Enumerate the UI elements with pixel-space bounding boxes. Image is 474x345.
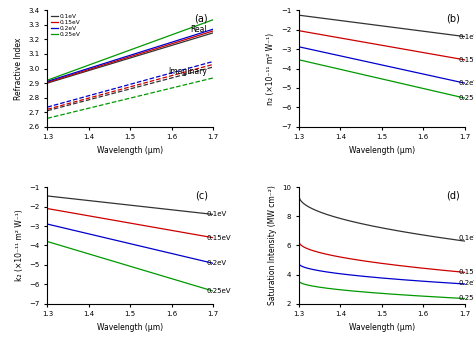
Line: 0.15eV: 0.15eV xyxy=(47,31,213,82)
0.2eV xyxy=(210,27,216,31)
0.25eV xyxy=(55,75,60,79)
Text: Real: Real xyxy=(190,25,207,34)
0.15eV xyxy=(202,31,208,36)
Text: 0.2eV: 0.2eV xyxy=(458,280,474,286)
0.15eV xyxy=(210,29,216,33)
0.1eV xyxy=(55,78,60,82)
Text: (d): (d) xyxy=(446,191,460,201)
Text: (c): (c) xyxy=(195,191,208,201)
Text: 0.25eV: 0.25eV xyxy=(458,95,474,101)
Legend: 0.1eV, 0.15eV, 0.2eV, 0.25eV: 0.1eV, 0.15eV, 0.2eV, 0.25eV xyxy=(48,11,83,39)
Text: 0.25eV: 0.25eV xyxy=(458,295,474,301)
Y-axis label: Refractive Index: Refractive Index xyxy=(14,37,23,100)
Line: 0.25eV: 0.25eV xyxy=(47,20,213,80)
0.15eV xyxy=(75,71,81,75)
X-axis label: Wavelength (μm): Wavelength (μm) xyxy=(349,146,415,155)
0.2eV xyxy=(196,32,201,36)
Text: 0.15eV: 0.15eV xyxy=(207,235,231,241)
Y-axis label: n₂ (×10⁻¹¹ m² W⁻¹): n₂ (×10⁻¹¹ m² W⁻¹) xyxy=(266,32,275,105)
0.2eV xyxy=(55,76,60,80)
Line: 0.2eV: 0.2eV xyxy=(47,29,213,81)
0.25eV xyxy=(51,76,57,80)
Y-axis label: Saturation Intensity (MW cm⁻²): Saturation Intensity (MW cm⁻²) xyxy=(268,186,277,305)
X-axis label: Wavelength (μm): Wavelength (μm) xyxy=(97,146,163,155)
0.2eV xyxy=(75,70,81,74)
0.1eV xyxy=(196,35,201,39)
Text: 0.25eV: 0.25eV xyxy=(207,288,231,294)
Text: (a): (a) xyxy=(194,14,208,24)
0.25eV xyxy=(89,62,94,66)
0.25eV xyxy=(196,23,201,27)
Text: 0.15eV: 0.15eV xyxy=(458,269,474,275)
Text: 0.1eV: 0.1eV xyxy=(207,211,227,217)
Text: 0.2eV: 0.2eV xyxy=(458,80,474,86)
0.25eV xyxy=(75,67,81,71)
0.1eV xyxy=(210,31,216,35)
X-axis label: Wavelength (μm): Wavelength (μm) xyxy=(97,323,163,332)
Text: 0.1eV: 0.1eV xyxy=(458,235,474,241)
0.1eV xyxy=(75,72,81,76)
0.1eV xyxy=(89,68,94,72)
Text: Imaginary: Imaginary xyxy=(168,67,207,76)
0.15eV xyxy=(51,78,57,82)
0.15eV xyxy=(55,77,60,81)
0.15eV xyxy=(196,33,201,38)
0.15eV xyxy=(45,80,50,85)
0.2eV xyxy=(45,79,50,83)
0.25eV xyxy=(202,21,208,25)
0.2eV xyxy=(51,77,57,81)
Text: (b): (b) xyxy=(446,14,460,24)
0.25eV xyxy=(45,78,50,82)
0.2eV xyxy=(89,66,94,70)
Text: 0.1eV: 0.1eV xyxy=(458,33,474,40)
Text: 0.15eV: 0.15eV xyxy=(458,57,474,63)
Y-axis label: k₂ (×10⁻¹¹ m² W⁻¹): k₂ (×10⁻¹¹ m² W⁻¹) xyxy=(15,209,24,281)
0.1eV xyxy=(202,33,208,38)
0.2eV xyxy=(202,30,208,34)
Text: 0.2eV: 0.2eV xyxy=(207,260,227,266)
Line: 0.1eV: 0.1eV xyxy=(47,33,213,83)
X-axis label: Wavelength (μm): Wavelength (μm) xyxy=(349,323,415,332)
0.15eV xyxy=(89,67,94,71)
0.1eV xyxy=(45,81,50,85)
0.1eV xyxy=(51,79,57,83)
0.25eV xyxy=(210,18,216,22)
